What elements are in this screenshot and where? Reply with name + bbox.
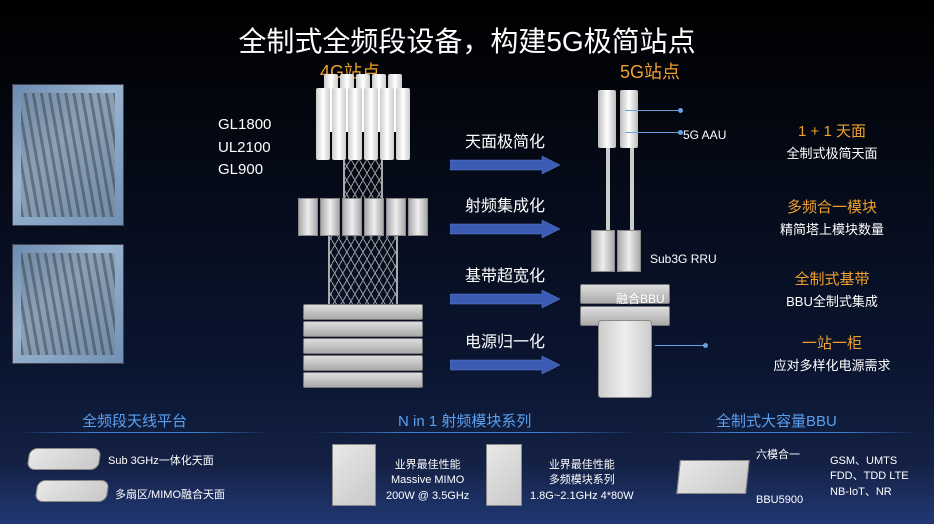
column-5g-title: 5G站点 [620, 58, 680, 84]
site-photo-2 [12, 244, 124, 364]
main-title: 全制式全频段设备，构建5G极简站点 [238, 20, 695, 60]
arrow-2: 基带超宽化 [440, 262, 570, 308]
b2-item1: 业界最佳性能 Massive MIMO 200W @ 3.5GHz [386, 458, 469, 504]
right-block-1: 多频合一模块精简塔上模块数量 [742, 196, 922, 238]
label-5g-aau: 5G AAU [683, 128, 726, 142]
spec-labels: GL1800 UL2100 GL900 [218, 114, 271, 182]
right-block-0: 1 + 1 天面全制式极简天面 [742, 120, 922, 162]
right-block-2: 全制式基带BBU全制式集成 [742, 268, 922, 310]
b3-std: GSM、UMTS FDD、TDD LTE NB-IoT、NR [830, 454, 909, 500]
arrow-0: 天面极简化 [440, 128, 570, 174]
bottom-section: 全频段天线平台 Sub 3GHz一体化天面 多扇区/MIMO融合天面 N in … [0, 396, 934, 524]
bottom-title-2: N in 1 射频模块系列 [398, 410, 531, 431]
right-block-3: 一站一柜应对多样化电源需求 [742, 332, 922, 374]
bottom-title-1: 全频段天线平台 [82, 410, 187, 431]
b3-six: 六模合一 [756, 448, 800, 463]
tower-4g [288, 80, 438, 390]
arrow-3: 电源归一化 [440, 328, 570, 374]
arrow-1: 射频集成化 [440, 192, 570, 238]
label-bbu: 融合BBU [616, 290, 665, 307]
site-photo-1 [12, 84, 124, 226]
bottom-title-3: 全制式大容量BBU [716, 410, 837, 431]
label-sub3g-rru: Sub3G RRU [650, 252, 717, 266]
b1-item2: 多扇区/MIMO融合天面 [115, 488, 225, 503]
power-cabinet [598, 320, 652, 398]
b1-item1: Sub 3GHz一体化天面 [108, 454, 214, 469]
b2-item2: 业界最佳性能 多频模块系列 1.8G~2.1GHz 4*80W [530, 458, 634, 504]
b3-bbu5900: BBU5900 [756, 493, 803, 508]
